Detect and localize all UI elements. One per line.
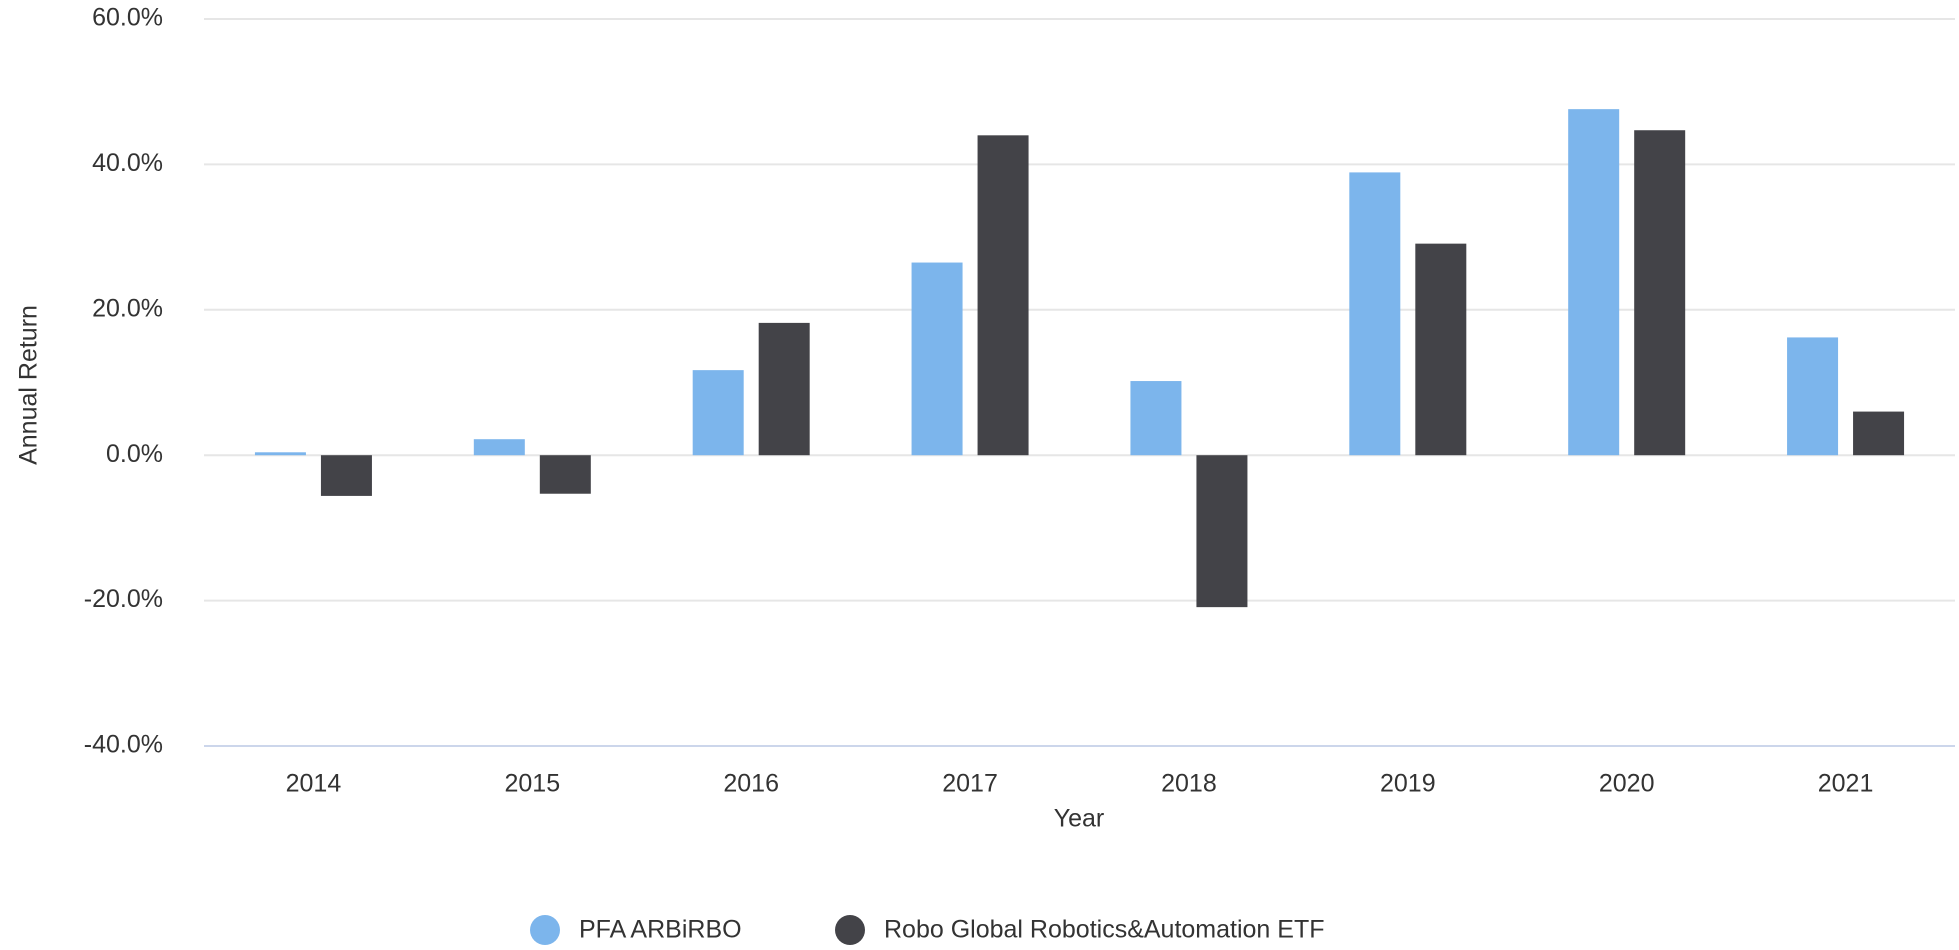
bar [692, 370, 744, 456]
bar [1415, 243, 1467, 456]
y-tick-label: -20.0% [84, 585, 163, 613]
x-tick-label: 2018 [1161, 770, 1217, 798]
bar [473, 439, 525, 456]
y-tick-label: -40.0% [84, 731, 163, 759]
legend-swatch [835, 915, 865, 945]
legend-label: Robo Global Robotics&Automation ETF [884, 916, 1325, 944]
y-tick-label: 60.0% [92, 4, 163, 32]
y-tick-label: 40.0% [92, 149, 163, 177]
x-tick-label: 2021 [1818, 770, 1874, 798]
bar [911, 262, 963, 456]
bar [320, 455, 372, 496]
legend-swatch [530, 915, 560, 945]
bar [977, 135, 1029, 456]
bar [758, 322, 810, 456]
y-tick-label: 0.0% [106, 440, 163, 468]
bar [539, 455, 591, 494]
bar [1568, 109, 1620, 456]
bar [1853, 411, 1905, 456]
bar [1196, 455, 1248, 608]
bar [1349, 172, 1401, 456]
x-tick-label: 2017 [942, 770, 998, 798]
legend-label: PFA ARBiRBO [579, 916, 742, 944]
y-axis-label: Annual Return [15, 305, 43, 465]
x-tick-label: 2014 [286, 770, 342, 798]
y-tick-label: 20.0% [92, 294, 163, 322]
x-tick-label: 2015 [505, 770, 561, 798]
bar [1634, 130, 1686, 456]
x-tick-label: 2019 [1380, 770, 1436, 798]
bar [1130, 381, 1182, 456]
x-tick-label: 2016 [723, 770, 779, 798]
x-tick-label: 2020 [1599, 770, 1655, 798]
bar [254, 452, 306, 456]
x-axis-label: Year [1054, 805, 1105, 833]
bar [1787, 337, 1839, 456]
